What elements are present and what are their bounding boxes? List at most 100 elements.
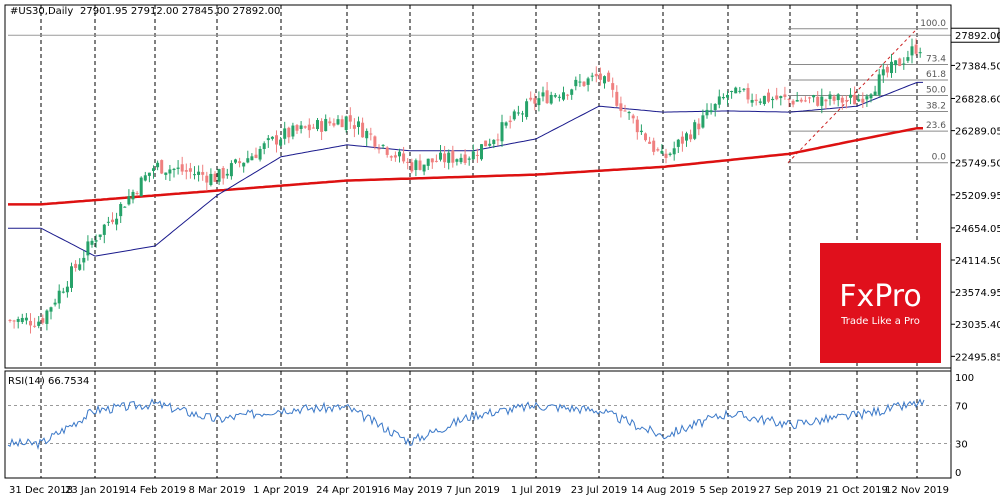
- moving-average-slow: [8, 126, 923, 206]
- candle-body: [119, 204, 123, 217]
- candle-body: [549, 94, 553, 104]
- candle-body: [467, 158, 471, 160]
- candle-body: [590, 75, 594, 77]
- candle-body: [357, 121, 360, 128]
- candle-body: [553, 95, 557, 97]
- price-axis-label: 23035.40: [955, 320, 1000, 331]
- candle-body: [246, 158, 250, 163]
- candle-body: [381, 144, 385, 146]
- candle-body: [557, 96, 561, 98]
- candle-body: [205, 175, 209, 183]
- date-axis-label: 27 Sep 2019: [758, 485, 821, 496]
- candle-body: [717, 96, 721, 105]
- candle-body: [316, 120, 319, 130]
- fib-level-label: 73.4: [926, 55, 946, 65]
- candle-body: [123, 206, 127, 208]
- candle-body: [283, 128, 287, 139]
- current-price-label: 27892.00: [955, 31, 1000, 42]
- candle-body: [844, 100, 848, 102]
- date-axis-label: 21 Oct 2019: [826, 485, 888, 496]
- candle-body: [238, 161, 242, 164]
- candle-body: [258, 148, 262, 160]
- candle-body: [603, 76, 606, 84]
- candle-body: [471, 151, 475, 160]
- candle-body: [594, 73, 598, 77]
- candle-body: [307, 124, 311, 131]
- candle-body: [193, 174, 196, 176]
- candle-body: [90, 240, 94, 245]
- candle-body: [812, 95, 816, 98]
- rsi-label: RSI(14) 66.7534: [8, 376, 89, 387]
- candle-body: [131, 191, 135, 200]
- candle-body: [615, 91, 619, 106]
- candle-body: [82, 257, 86, 263]
- logo-brand: FxPro: [839, 279, 922, 314]
- candle-body: [529, 97, 533, 100]
- candle-body: [439, 152, 442, 160]
- candle-body: [873, 91, 877, 96]
- date-axis-label: 8 Mar 2019: [188, 485, 245, 496]
- price-axis-label: 25209.95: [955, 191, 1000, 202]
- candle-body: [627, 111, 631, 114]
- candle-body: [570, 89, 574, 95]
- candle-body: [180, 164, 184, 172]
- date-axis-label: 23 Jan 2019: [65, 485, 125, 496]
- candle-body: [668, 153, 672, 155]
- candle-body: [111, 219, 114, 223]
- candle-body: [20, 317, 24, 323]
- candle-body: [877, 74, 881, 95]
- candle-body: [742, 88, 746, 90]
- price-axis-label: 24114.50: [955, 256, 1000, 267]
- candle-body: [910, 46, 914, 56]
- candle-body: [635, 119, 639, 133]
- candle-body: [373, 136, 377, 147]
- candle-body: [410, 162, 414, 172]
- fib-level-label: 61.8: [926, 70, 946, 80]
- main-plot-frame: [4, 4, 952, 369]
- date-axis-label: 23 Jul 2019: [571, 485, 628, 496]
- candle-body: [492, 139, 496, 144]
- candle-body: [890, 61, 893, 74]
- candle-body: [49, 307, 53, 312]
- candle-body: [853, 94, 857, 105]
- candle-body: [484, 140, 488, 147]
- candle-body: [8, 319, 12, 321]
- candle-body: [156, 162, 160, 168]
- date-axis-label: 7 Jun 2019: [446, 485, 500, 496]
- candle-body: [676, 139, 680, 147]
- candle-body: [750, 99, 754, 103]
- candle-body: [344, 116, 348, 130]
- candle-body: [656, 149, 660, 151]
- candle-body: [41, 318, 45, 323]
- candle-body: [434, 160, 438, 162]
- rsi-axis-label: 100: [955, 373, 974, 384]
- candle-body: [369, 133, 373, 135]
- candle-body: [295, 125, 299, 131]
- candle-body: [24, 317, 28, 321]
- rsi-plot-frame: [4, 370, 952, 479]
- candle-body: [447, 152, 451, 163]
- date-axis-label: 14 Aug 2019: [631, 485, 695, 496]
- candle-body: [754, 99, 758, 101]
- candle-body: [459, 157, 463, 163]
- date-axis-label: 12 Nov 2019: [885, 485, 949, 496]
- candle-body: [611, 83, 615, 90]
- candle-body: [57, 290, 61, 304]
- candle-body: [348, 115, 352, 122]
- candle-body: [279, 139, 283, 146]
- candle-body: [430, 158, 434, 163]
- candle-body: [512, 111, 516, 120]
- candle-body: [689, 134, 693, 140]
- candle-body: [377, 148, 381, 150]
- candle-body: [45, 310, 49, 324]
- candle-body: [98, 234, 102, 237]
- candle-body: [311, 127, 315, 129]
- date-axis-label: 14 Feb 2019: [124, 485, 186, 496]
- candle-body: [234, 159, 237, 163]
- candle-body: [721, 97, 725, 99]
- candle-body: [426, 158, 430, 166]
- candle-body: [320, 121, 324, 132]
- candle-body: [475, 154, 479, 156]
- candle-body: [541, 92, 545, 97]
- chart-header-symbol: #US30,Daily: [10, 6, 73, 17]
